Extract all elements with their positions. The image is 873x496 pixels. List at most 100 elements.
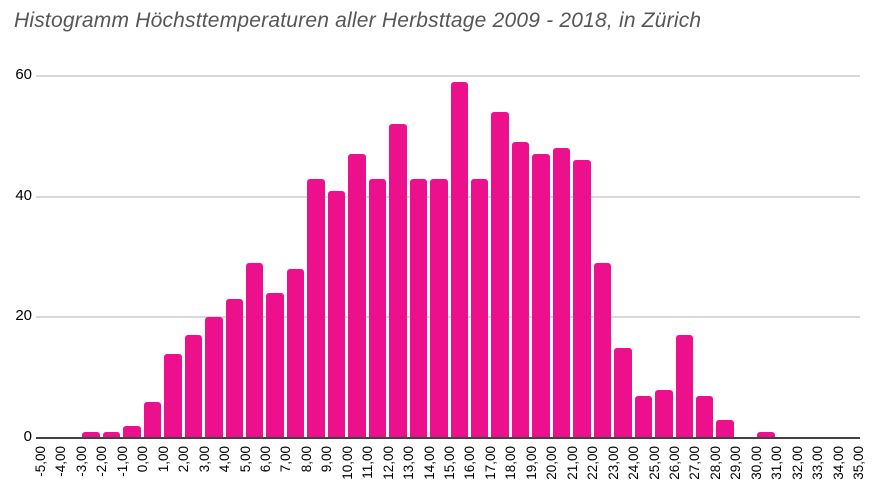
- x-tick-label: 33,00: [810, 446, 826, 480]
- histogram-bar: [450, 82, 469, 438]
- y-tick-label: 0: [23, 428, 32, 445]
- x-tick-label: 12,00: [380, 446, 396, 480]
- x-tick-label: -3,00: [73, 446, 89, 477]
- histogram-bin-slot: [735, 76, 755, 438]
- histogram-bar: [471, 178, 489, 438]
- x-tick-label: 13,00: [401, 446, 417, 480]
- x-axis-labels: -5,00 -4,00 -3,00 -2,00 -1,00 0,00 1,00 2,00 3,0…: [33, 444, 866, 496]
- histogram-bar: [675, 335, 693, 438]
- histogram-bar: [327, 190, 346, 438]
- x-tick-label: 32,00: [789, 446, 805, 480]
- x-tick-label: 21,00: [564, 446, 580, 480]
- y-tick-label: 20: [15, 307, 32, 325]
- x-tick-label: -1,00: [114, 446, 130, 477]
- x-tick-label: -5,00: [33, 446, 48, 477]
- histogram-bin-slot: [40, 76, 60, 438]
- x-tick-label: 23,00: [605, 446, 621, 480]
- histogram-bin-slot: [572, 76, 592, 438]
- histogram-bar: [143, 401, 162, 438]
- x-tick-label: 8,00: [298, 446, 314, 473]
- x-tick-label: 0,00: [135, 446, 151, 473]
- histogram-bin-slot: [592, 76, 612, 438]
- x-tick-label: 34,00: [830, 446, 846, 480]
- chart-title: Histogramm Höchsttemperaturen aller Herb…: [14, 9, 702, 32]
- histogram-bar: [409, 178, 428, 438]
- histogram-bar: [348, 154, 366, 438]
- histogram-bin-slot: [449, 76, 469, 438]
- x-tick-label: 3,00: [196, 446, 212, 473]
- x-tick-label: 10,00: [339, 446, 355, 480]
- x-axis-line: [36, 437, 860, 439]
- x-tick-label: 5,00: [237, 446, 253, 473]
- histogram-bin-slot: [245, 76, 265, 438]
- x-tick-label: 31,00: [769, 446, 785, 480]
- histogram-bin-slot: [306, 76, 326, 438]
- x-tick-label: 1,00: [155, 446, 171, 473]
- gridline: [36, 316, 860, 319]
- x-tick-label: 22,00: [585, 446, 601, 480]
- histogram-bar: [655, 389, 673, 438]
- x-tick-label: 11,00: [360, 446, 376, 479]
- histogram-bin-slot: [142, 76, 162, 438]
- histogram-bar: [368, 178, 387, 438]
- histogram-bar: [511, 142, 530, 438]
- histogram-bin-slot: [633, 76, 653, 438]
- x-tick-label: 2,00: [176, 446, 192, 473]
- histogram-bin-slot: [224, 76, 244, 438]
- histogram-bin-slot: [551, 76, 571, 438]
- histogram-bin-slot: [122, 76, 142, 438]
- x-tick-label: 18,00: [503, 446, 519, 480]
- histogram-bar: [205, 317, 223, 438]
- x-tick-label: 7,00: [278, 446, 294, 473]
- histogram-bin-slot: [101, 76, 121, 438]
- histogram-bar: [266, 293, 284, 438]
- x-tick-label: 15,00: [442, 446, 457, 480]
- histogram-bin-slot: [490, 76, 510, 438]
- histogram-bar: [389, 124, 407, 438]
- histogram-bin-slot: [613, 76, 633, 438]
- x-tick-label: 28,00: [707, 446, 723, 480]
- x-tick-label: 19,00: [523, 446, 539, 480]
- x-tick-label: 17,00: [482, 446, 498, 480]
- histogram-bar: [491, 112, 509, 438]
- histogram-bin-slot: [204, 76, 224, 438]
- plot-area: [40, 76, 858, 438]
- histogram-bar: [225, 299, 244, 438]
- histogram-bar: [614, 347, 632, 438]
- x-tick-label: 29,00: [728, 446, 744, 480]
- histogram-bar: [573, 160, 591, 438]
- histogram-bar: [532, 154, 550, 438]
- histogram-bar: [593, 263, 612, 438]
- histogram-bar: [184, 335, 203, 438]
- histogram-bar: [307, 178, 325, 438]
- x-tick-label: 4,00: [217, 446, 233, 473]
- histogram-bar: [634, 395, 653, 438]
- histogram-bar: [246, 263, 264, 438]
- histogram-bin-slot: [470, 76, 490, 438]
- histogram-bar: [286, 269, 305, 438]
- histogram-bin-slot: [326, 76, 346, 438]
- x-tick-label: 16,00: [462, 446, 478, 480]
- histogram-bin-slot: [347, 76, 367, 438]
- x-tick-label: 6,00: [257, 446, 273, 473]
- x-tick-label: 14,00: [421, 446, 437, 480]
- x-tick-label: 20,00: [544, 446, 560, 480]
- histogram-bin-slot: [81, 76, 101, 438]
- histogram-bar: [716, 419, 734, 438]
- x-tick-label: 25,00: [646, 446, 662, 480]
- histogram-bin-slot: [715, 76, 735, 438]
- histogram-bin-slot: [429, 76, 449, 438]
- histogram-bar: [82, 431, 100, 438]
- histogram-bin-slot: [510, 76, 530, 438]
- x-tick-label: 30,00: [748, 446, 764, 480]
- histogram-bar: [696, 395, 714, 438]
- histogram-bin-slot: [776, 76, 796, 438]
- histogram-bin-slot: [756, 76, 776, 438]
- histogram-bin-slot: [408, 76, 428, 438]
- histogram-bin-slot: [163, 76, 183, 438]
- histogram-bin-slot: [797, 76, 817, 438]
- histogram-bar: [552, 148, 571, 438]
- histogram-bin-slot: [695, 76, 715, 438]
- histogram-bar: [430, 178, 448, 438]
